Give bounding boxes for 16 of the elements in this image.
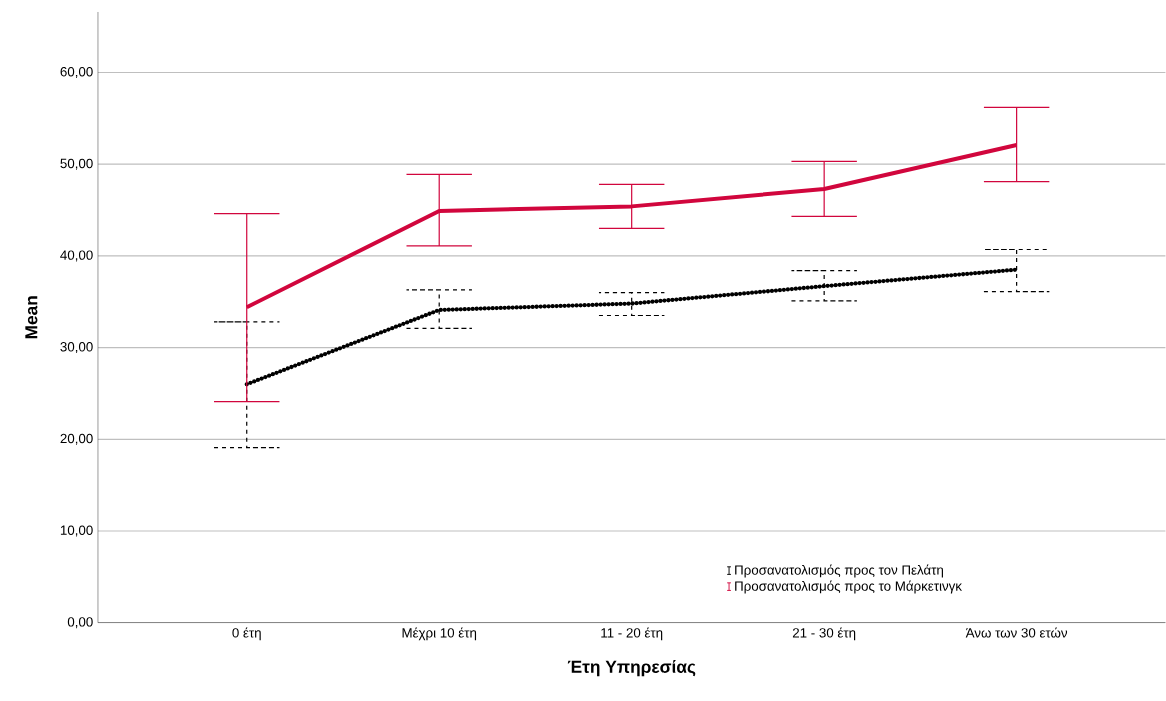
y-tick-label: 40,00 bbox=[60, 250, 93, 262]
x-tick-label: Μέχρι 10 έτη bbox=[402, 627, 477, 641]
y-tick-label: 60,00 bbox=[60, 67, 93, 79]
x-axis-title: Έτη Υπηρεσίας bbox=[567, 660, 696, 677]
x-tick-label: 0 έτη bbox=[232, 627, 261, 641]
y-tick-label: 0,00 bbox=[67, 617, 93, 629]
x-tick-label: Άνω των 30 ετών bbox=[965, 627, 1068, 638]
y-tick-label: 30,00 bbox=[60, 342, 93, 354]
x-tick-label: 21 - 30 έτη bbox=[792, 627, 856, 641]
y-tick-label: 50,00 bbox=[60, 158, 93, 170]
legend-label: Προσανατολισμός προς το Μάρκετινγκ bbox=[735, 580, 962, 594]
y-tick-label: 10,00 bbox=[60, 525, 93, 537]
y-axis-title: Mean bbox=[25, 296, 38, 339]
x-tick-label: 11 - 20 έτη bbox=[601, 627, 663, 641]
legend-label: Προσανατολισμός προς τον Πελάτη bbox=[735, 564, 943, 578]
y-tick-label: 20,00 bbox=[60, 433, 93, 445]
